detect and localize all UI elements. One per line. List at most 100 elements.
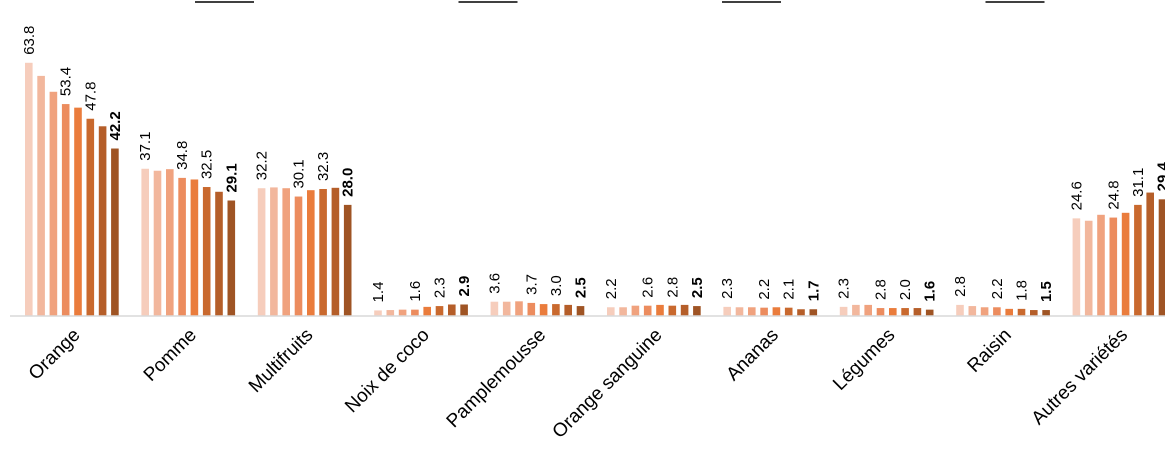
data-label: 2.3 [432,277,449,298]
data-label: 53.4 [58,67,75,96]
bar [748,307,756,316]
category-labels-group: Orange Pomme Multifruits Noix de coco Pample… [25,325,1132,443]
bar [257,188,266,316]
bar [319,189,327,316]
bar [864,304,872,316]
bar [772,307,781,316]
bar [797,309,805,316]
bar [111,148,119,316]
data-label: 2.8 [873,279,890,300]
data-label: 2.9 [456,276,473,297]
bar [374,310,382,316]
bar [1158,199,1165,316]
data-label: 31.1 [1130,168,1147,197]
bar [398,309,407,316]
data-label: 2.3 [719,278,736,299]
bar [331,187,340,316]
bar [190,179,199,316]
category-label: Multifruits [245,325,317,397]
bar [411,309,419,316]
category-label: Autres variétés [1028,325,1132,429]
bar [61,104,70,316]
data-labels-group: 63.8 53.4 47.8 42.2 37.1 34.8 32.5 29.1 32.2 30.1… [21,26,1165,303]
bar [1042,310,1050,316]
bar [294,196,303,316]
data-label: 2.8 [664,277,681,298]
data-label: 30.1 [291,159,308,188]
bar [913,308,922,316]
category-label: Raisin [964,325,1016,377]
data-label: 32.3 [315,152,332,181]
bar [925,309,934,316]
data-label: 1.4 [370,282,387,303]
bar [166,169,174,316]
bar [1146,192,1154,316]
bar [1134,204,1142,317]
data-label: 3.0 [548,275,565,296]
bar [552,304,560,316]
data-label: 32.5 [199,150,216,179]
bar [993,307,1001,316]
bar [643,305,652,316]
bar [668,305,677,316]
data-label: 1.6 [407,281,424,302]
data-label: 28.0 [340,168,357,197]
bar [901,308,909,316]
bar [723,306,731,316]
data-label: 2.0 [897,279,914,300]
bar [37,75,45,316]
data-label: 2.5 [689,277,706,298]
bar [784,307,793,316]
bar [386,310,395,316]
bar [307,190,315,316]
category-label: Légumes [829,325,899,395]
data-label: 1.7 [805,280,822,301]
bar [607,307,615,316]
data-label: 37.1 [137,132,154,161]
data-label: 29.1 [223,163,240,192]
bar [490,301,499,316]
data-label: 3.7 [523,274,540,295]
bar [423,306,431,316]
bar [564,304,572,316]
data-label: 1.8 [1014,280,1031,301]
bar [968,306,977,316]
bar [956,304,964,316]
bar [693,306,701,316]
bar [215,191,223,316]
data-label: 2.6 [640,277,657,298]
bar [980,307,989,316]
bar [86,118,95,316]
data-label: 2.8 [952,276,969,297]
bar [735,307,744,316]
category-label: Orange [25,325,85,385]
data-label: 42.2 [107,111,124,140]
bar [760,307,768,316]
data-label: 2.2 [989,278,1006,299]
bar [202,187,211,316]
bar [809,309,818,316]
bar [631,305,640,316]
bar [876,308,885,316]
bar [502,301,511,316]
bar [448,304,456,316]
bar [527,302,536,316]
bar [1121,212,1130,316]
bar [852,304,860,316]
bar [49,91,58,317]
bar [343,204,352,317]
bar [98,126,107,316]
bar [74,107,82,316]
bar [1030,310,1038,316]
bar [889,308,897,316]
data-label: 32.2 [254,151,271,180]
bar [282,188,290,316]
bar [270,187,278,316]
bar [839,306,848,316]
data-label: 2.5 [573,277,590,298]
data-label: 2.2 [603,278,620,299]
category-label: Orange sanguine [549,325,667,443]
bar [619,307,627,316]
bar [1017,308,1026,316]
